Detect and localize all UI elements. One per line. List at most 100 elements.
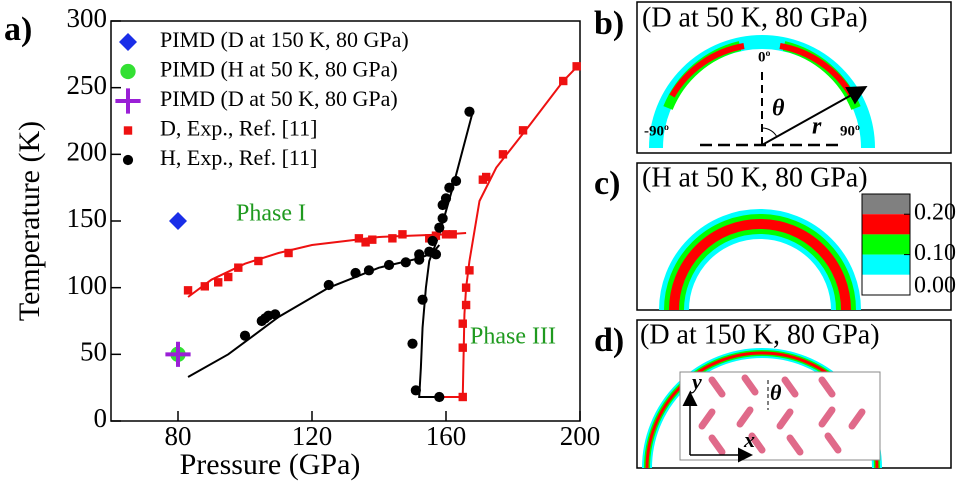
angle-arc [761, 127, 778, 138]
colorbar: 0.20 0.10 0.00 [861, 193, 956, 299]
colorbar-band [862, 194, 910, 215]
x-tick-label: 200 [560, 421, 601, 451]
point [398, 230, 407, 239]
colorbar-band [862, 274, 910, 295]
point [414, 249, 425, 260]
y-tick-label: 0 [94, 403, 108, 433]
point [350, 267, 361, 279]
point [214, 278, 223, 287]
point [450, 175, 462, 187]
panel-title: (D at 50 K, 80 GPa) [642, 2, 868, 33]
point [465, 266, 474, 275]
point [284, 248, 293, 258]
point [361, 238, 370, 247]
point [440, 193, 452, 204]
point [427, 235, 438, 247]
annotation: y [689, 369, 702, 394]
panel-b: b) (D at 50 K, 80 GPa) 0º -90º 90º θ r [594, 1, 952, 154]
point [388, 234, 397, 243]
colorbar-band [862, 254, 910, 275]
panel-label: c) [594, 165, 620, 202]
point [458, 319, 467, 328]
point [458, 392, 467, 402]
point [464, 106, 475, 117]
annotation: -90º [644, 123, 669, 139]
point [368, 235, 377, 244]
panel-c: 0.20 0.10 0.00 c) (H at 50 K, 80 GPa) [594, 162, 956, 311]
legend-label: PIMD (D at 150 K, 80 GPa) [160, 27, 409, 52]
legend-marker [119, 33, 137, 51]
panel-d: d) (D at 150 K, 80 GPa) y x θ [594, 319, 952, 469]
point [323, 279, 334, 291]
r-arrow [761, 86, 868, 146]
colorbar-label: 0.00 [914, 273, 956, 299]
y-axis-label: Temperature (K) [13, 121, 46, 321]
point [434, 391, 445, 403]
annotation: Phase III [470, 324, 556, 350]
y-tick-label: 150 [67, 203, 108, 233]
point [441, 230, 451, 239]
ring [669, 43, 745, 98]
x-tick-label: 160 [426, 421, 467, 451]
point [444, 182, 455, 193]
legend-marker [122, 154, 134, 166]
point [200, 282, 209, 291]
point [448, 230, 457, 239]
annotation: Phase I [236, 201, 306, 227]
panel-label: b) [594, 5, 624, 42]
point [482, 172, 491, 182]
point [383, 259, 395, 271]
colorbar-label: 0.10 [914, 240, 956, 266]
point [434, 222, 445, 233]
annotation: θ [772, 96, 785, 122]
panel-label: d) [594, 322, 624, 359]
point [437, 213, 448, 224]
point [183, 286, 193, 295]
point [430, 249, 442, 260]
legend-label: D, Exp., Ref. [11] [160, 116, 317, 141]
point [354, 234, 364, 243]
point [431, 231, 441, 240]
point [461, 300, 471, 310]
legend-label: H, Exp., Ref. [11] [160, 145, 317, 170]
y-tick-label: 300 [67, 3, 108, 33]
point [407, 338, 418, 349]
x-axis-label: Pressure (GPa) [180, 448, 361, 481]
fit-curve [439, 62, 581, 398]
molecules [698, 374, 866, 456]
point [518, 126, 528, 135]
colorbar-frame [861, 193, 911, 296]
point [458, 343, 467, 352]
point [559, 76, 568, 86]
annotation: 0º [758, 49, 771, 65]
point [239, 330, 251, 341]
y-tick-label: 200 [67, 137, 108, 167]
panel-title: (H at 50 K, 80 GPa) [642, 162, 868, 193]
legend-marker [120, 63, 136, 80]
point [254, 256, 263, 266]
x-tick-label: 80 [165, 421, 192, 451]
y-tick-label: 250 [67, 70, 108, 100]
x-tick-label: 120 [292, 421, 333, 451]
point [234, 263, 243, 272]
point [169, 212, 187, 230]
point [400, 257, 411, 268]
annotation: x [743, 427, 755, 452]
point [572, 62, 581, 71]
point [461, 283, 471, 292]
ring [669, 219, 851, 310]
legend-label: PIMD (H at 50 K, 80 GPa) [160, 57, 398, 82]
colorbar-band [862, 214, 910, 235]
panel-title: (D at 150 K, 80 GPa) [640, 319, 880, 350]
colorbar-band [862, 234, 910, 255]
point [410, 385, 421, 396]
point [417, 294, 428, 305]
legend-label: PIMD (D at 50 K, 80 GPa) [160, 86, 398, 111]
annotation: r [812, 114, 822, 140]
point [270, 309, 281, 320]
legend-marker [123, 126, 133, 135]
point [165, 341, 191, 367]
panel-label: a) [4, 11, 32, 48]
point [363, 265, 375, 276]
